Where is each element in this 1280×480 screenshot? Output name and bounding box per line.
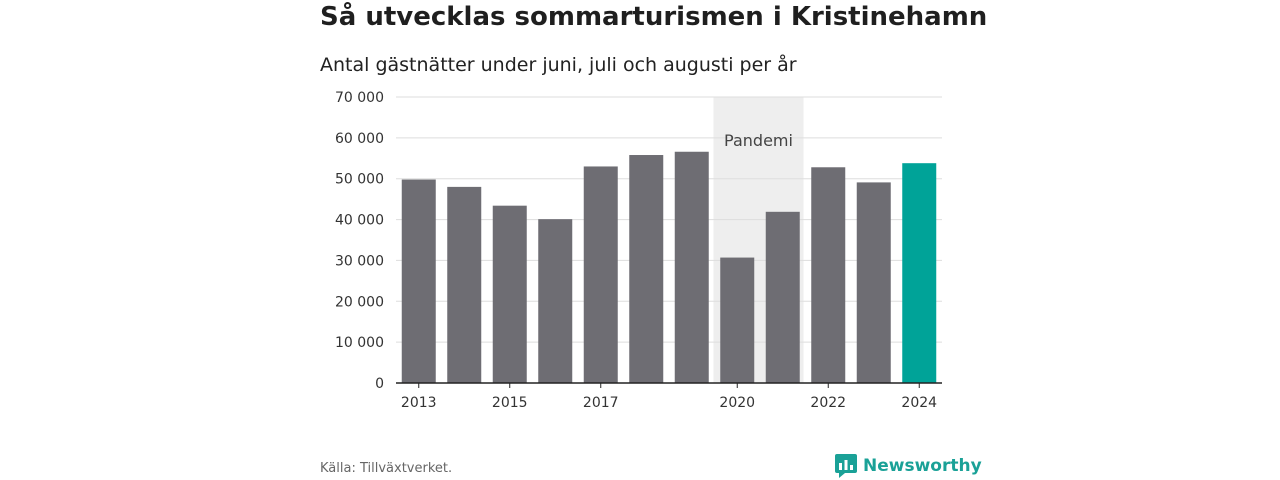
bar-2021 [765, 211, 800, 383]
bar-2018 [629, 155, 664, 383]
bar-2022 [811, 167, 846, 383]
bar-2023 [856, 182, 891, 383]
x-tick-label: 2022 [810, 395, 846, 411]
bar-chart-speech-bubble-icon [835, 454, 857, 478]
y-tick-label: 20 000 [335, 294, 384, 310]
bar-2013 [401, 179, 436, 383]
x-tick-label: 2020 [719, 395, 755, 411]
x-tick-label: 2024 [901, 395, 937, 411]
y-tick-label: 30 000 [335, 253, 384, 269]
bar-2015 [492, 205, 527, 383]
chart-subtitle: Antal gästnätter under juni, juli och au… [320, 54, 797, 76]
y-tick-label: 50 000 [335, 172, 384, 188]
y-tick-label: 70 000 [335, 90, 384, 106]
y-tick-label: 0 [375, 376, 384, 392]
y-tick-label: 10 000 [335, 335, 384, 351]
brand-name: Newsworthy [863, 456, 982, 476]
x-tick-label: 2017 [583, 395, 619, 411]
chart-title: Så utvecklas sommarturismen i Kristineha… [320, 2, 988, 32]
bar-2024 [902, 163, 937, 383]
y-tick-label: 40 000 [335, 213, 384, 229]
x-tick-label: 2013 [401, 395, 437, 411]
annotation-label: Pandemi [724, 131, 793, 150]
x-tick-label: 2015 [492, 395, 528, 411]
y-tick-label: 60 000 [335, 131, 384, 147]
brand-logo: Newsworthy [835, 454, 982, 478]
bar-2019 [674, 151, 709, 383]
bar-2016 [538, 219, 573, 383]
source-note: Källa: Tillväxtverket. [320, 461, 453, 476]
bar-2020 [720, 257, 755, 383]
bar-2014 [447, 186, 482, 383]
bar-2017 [583, 166, 618, 383]
